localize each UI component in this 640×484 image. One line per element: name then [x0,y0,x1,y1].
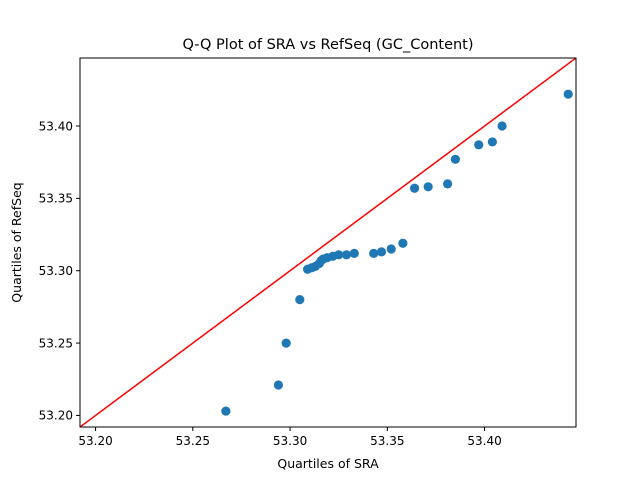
x-tick-label-2: 53.30 [273,434,307,448]
y-tick-label-4: 53.40 [39,119,73,133]
data-point-3 [295,295,305,305]
data-point-18 [398,238,408,248]
data-point-16 [376,247,387,257]
axes-frame [79,57,577,428]
x-tick-label-4: 53.40 [467,434,501,448]
y-tick-label-1: 53.25 [39,336,73,350]
data-point-21 [443,179,453,189]
x-tick-label-0: 53.20 [78,434,112,448]
data-point-20 [423,182,433,192]
x-tick-label-1: 53.25 [176,434,210,448]
data-point-25 [497,121,507,131]
data-point-22 [450,154,461,164]
y-axis-label: Quartiles of RefSeq [9,182,24,302]
data-point-1 [273,380,283,390]
y-tick-label-3: 53.35 [39,192,73,206]
data-point-19 [409,183,420,193]
plot-area [80,58,576,427]
x-axis-label: Quartiles of SRA [277,456,379,471]
data-point-15 [369,248,379,258]
x-tick-label-3: 53.35 [370,434,404,448]
data-point-26 [563,89,573,99]
x-axis: 53.20 53.25 53.30 53.35 53.40 [78,427,502,448]
data-point-2 [281,338,291,348]
data-point-0 [221,406,231,416]
data-point-23 [474,140,484,150]
data-point-14 [349,248,359,258]
chart-title: Q-Q Plot of SRA vs RefSeq (GC_Content) [182,37,473,53]
data-point-24 [487,137,497,147]
y-tick-label-0: 53.20 [39,409,73,423]
data-point-12 [334,250,344,260]
y-tick-label-2: 53.30 [39,264,73,278]
data-point-13 [341,250,352,260]
data-point-17 [386,244,396,254]
y-axis: 53.20 53.25 53.30 53.35 53.40 [39,119,80,423]
reference-line [80,58,576,427]
